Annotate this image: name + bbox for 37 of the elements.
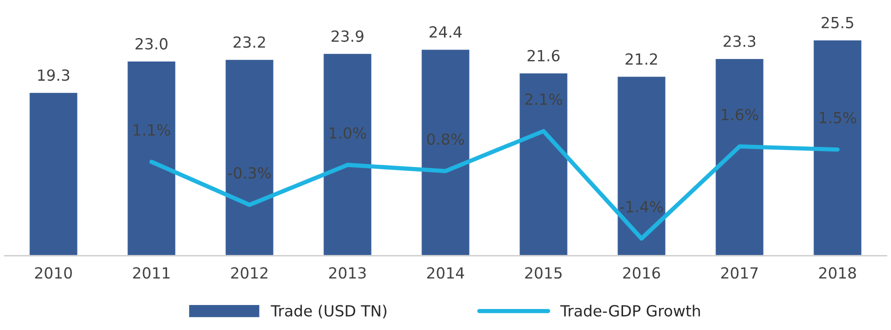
data-label: 23.0: [136, 38, 168, 50]
x-tick-label: 2016: [623, 267, 660, 279]
data-label: 23.9: [332, 30, 364, 42]
x-tick-label: 2010: [35, 267, 72, 279]
data-label: 21.6: [528, 50, 560, 62]
bar: [126, 60, 177, 256]
bar: [224, 58, 275, 256]
x-tick-label: 2017: [721, 267, 758, 279]
data-label: 1.6%: [722, 108, 758, 120]
bar: [28, 92, 79, 256]
data-label: -1.4%: [620, 200, 663, 212]
data-label: 1.1%: [134, 124, 170, 136]
x-tick-label: 2015: [525, 267, 562, 279]
data-label: -0.3%: [228, 167, 271, 179]
x-tick-label: 2012: [231, 267, 268, 279]
data-label: 23.3: [724, 35, 756, 48]
x-tick-label: 2014: [427, 267, 464, 279]
data-label: 23.2: [234, 36, 265, 48]
bar: [322, 52, 373, 256]
bar: [420, 48, 471, 256]
x-tick-label: 2011: [133, 267, 170, 279]
data-label: 1.5%: [820, 112, 856, 124]
legend-label: Trade (USD TN): [270, 304, 386, 318]
bar: [616, 75, 667, 256]
bar: [714, 58, 765, 256]
legend-label: Trade-GDP Growth: [560, 304, 700, 317]
data-label: 1.0%: [330, 127, 366, 139]
data-label: 19.3: [38, 69, 70, 81]
bar: [518, 72, 569, 256]
x-tick-label: 2013: [329, 267, 366, 279]
bar: [812, 38, 863, 256]
data-label: 21.2: [626, 53, 657, 65]
data-label: 25.5: [822, 16, 854, 28]
data-label: 0.8%: [427, 133, 464, 145]
data-label: 2.1%: [525, 93, 562, 105]
x-tick-label: 2018: [819, 267, 856, 279]
data-label: 24.4: [430, 26, 462, 38]
